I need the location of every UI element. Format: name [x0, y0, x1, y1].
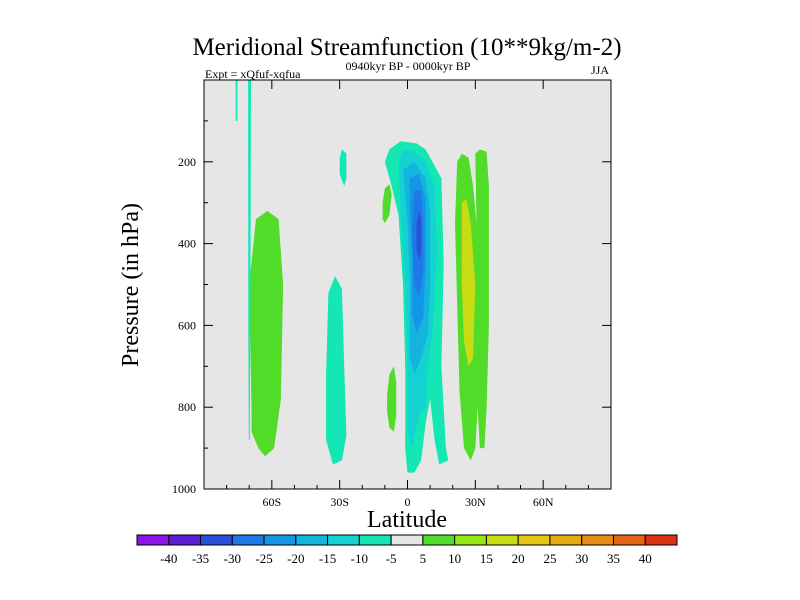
colorbar-swatch: [168, 534, 202, 546]
colorbar-swatch: [295, 534, 329, 546]
colorbar-label: 10: [448, 551, 461, 566]
y-tick-label: 200: [178, 155, 196, 169]
colorbar-label: 15: [480, 551, 493, 566]
colorbar-swatch: [644, 534, 678, 546]
region-equator-negative-30: [416, 210, 422, 260]
colorbar-label: 25: [543, 551, 556, 566]
colorbar-label: 20: [512, 551, 525, 566]
x-tick-label: 60N: [533, 495, 554, 509]
region-60S-column-green: [249, 210, 284, 457]
y-tick-label: 400: [178, 237, 196, 251]
colorbar-label: -25: [255, 551, 272, 566]
colorbar-label: 40: [639, 551, 652, 566]
region-75S-spike-teal: [235, 80, 238, 121]
subtitle-center: 0940kyr BP - 0000kyr BP: [346, 59, 471, 73]
region-25N-core-15: [461, 198, 476, 367]
colorbar-swatch: [390, 534, 424, 546]
colorbar-swatch: [263, 534, 297, 546]
region-30S-column-teal: [326, 276, 347, 465]
colorbar-label: 35: [607, 551, 620, 566]
colorbar-swatch: [200, 534, 233, 546]
region-10S-lower-green: [387, 366, 397, 432]
colorbar-label: -15: [319, 551, 336, 566]
y-tick-label: 600: [178, 318, 196, 332]
x-tick-label: 60S: [262, 495, 281, 509]
colorbar-label: -40: [160, 551, 177, 566]
colorbar-label: -35: [192, 551, 209, 566]
colorbar-label: -20: [287, 551, 304, 566]
region-35N-column-green: [475, 149, 489, 449]
colorbar-swatch: [358, 534, 392, 546]
colorbar-label: -30: [224, 551, 241, 566]
x-tick-label: 0: [405, 495, 411, 509]
x-tick-label: 30N: [465, 495, 486, 509]
region-20S-upper-teal: [339, 149, 347, 187]
colorbar-swatch: [422, 534, 456, 546]
colorbar-swatch: [454, 534, 487, 546]
y-tick-label: 1000: [172, 482, 196, 496]
colorbar-swatch: [549, 534, 583, 546]
colorbar-label: -10: [351, 551, 368, 566]
y-axis-label: Pressure (in hPa): [118, 203, 144, 367]
colorbar-swatch: [327, 534, 360, 546]
colorbar-label: -5: [386, 551, 397, 566]
colorbar-swatch: [231, 534, 265, 546]
colorbar: -40 -35 -30 -25 -20 -15 -10 -5 5 10 15 20 25 30 35 40: [136, 534, 678, 566]
colorbar-swatch: [612, 534, 646, 546]
region-10S-upper-green: [382, 184, 392, 224]
subtitle-left: Expt = xQfuf-xqfua: [205, 67, 301, 81]
colorbar-swatch: [581, 534, 614, 546]
subtitle-right: JJA: [591, 63, 609, 77]
y-axis-ticks: 200 400 600 800 1000: [172, 120, 611, 496]
colorbar-swatch: [517, 534, 551, 546]
x-axis-ticks: 60S 30S 0 30N 60N: [226, 80, 589, 509]
colorbar-label: 30: [575, 551, 588, 566]
contour-regions: [235, 80, 489, 473]
region-70S-spike-teal: [248, 80, 251, 440]
colorbar-swatch: [136, 534, 170, 546]
colorbar-swatch: [485, 534, 519, 546]
y-tick-label: 800: [178, 400, 196, 414]
x-axis-label: Latitude: [367, 507, 447, 533]
chart-title: Meridional Streamfunction (10**9kg/m-2): [192, 34, 621, 61]
colorbar-label: 5: [420, 551, 427, 566]
x-tick-label: 30S: [330, 495, 349, 509]
